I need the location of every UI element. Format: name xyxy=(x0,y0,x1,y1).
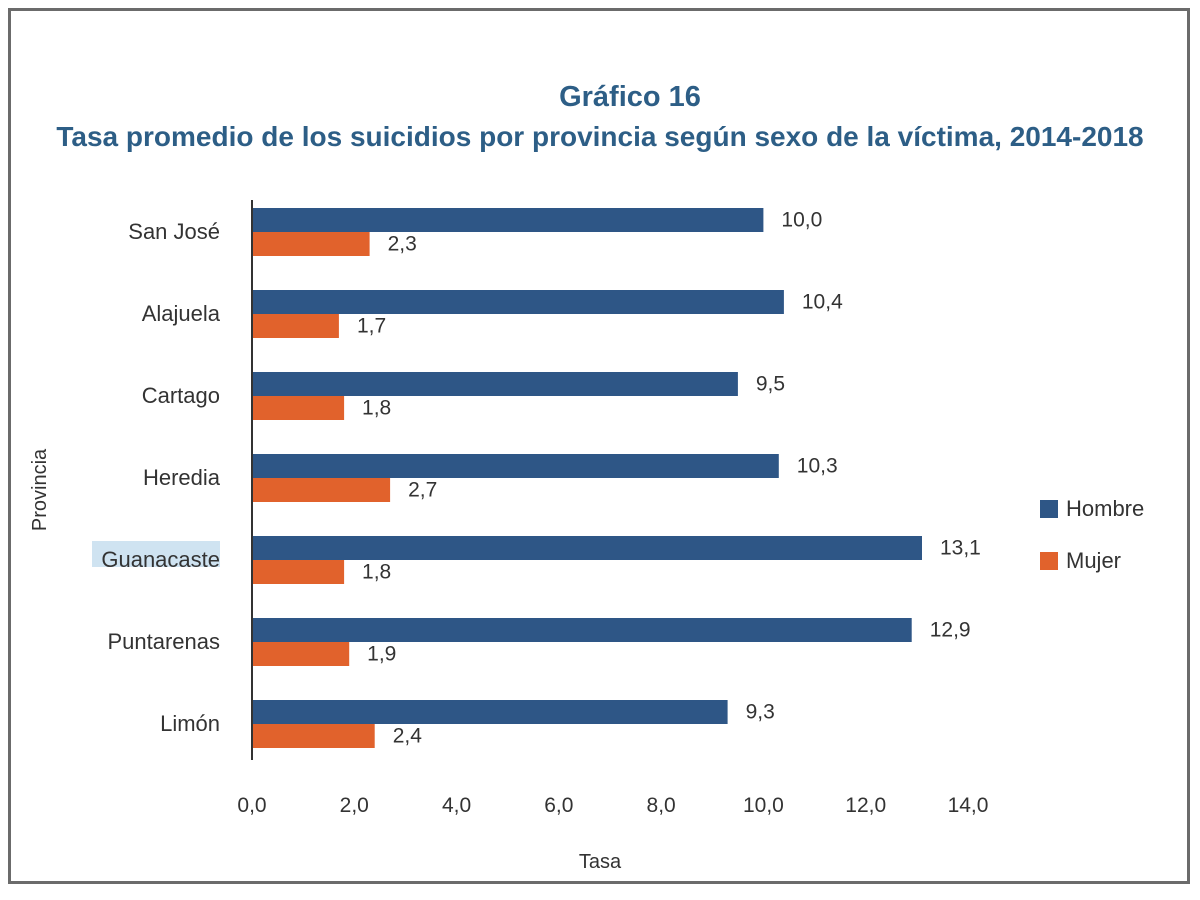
category-label-puntarenas: Puntarenas xyxy=(107,629,220,654)
data-label-hombre-alajuela: 10,4 xyxy=(802,291,843,314)
y-axis-title: Provincia xyxy=(29,448,51,531)
data-label-mujer-guanacaste: 1,8 xyxy=(362,561,391,584)
axis-layer: 0,0 2,0 4,0 6,0 8,0 10,0 12,0 14,0 xyxy=(237,200,988,817)
chart-title: Gráfico 16 xyxy=(559,81,701,113)
data-label-hombre-guanacaste: 13,1 xyxy=(940,537,981,560)
bar-mujer-alajuela xyxy=(252,314,339,338)
data-label-hombre-heredia: 10,3 xyxy=(797,455,838,478)
data-label-mujer-heredia: 2,7 xyxy=(408,479,437,502)
legend-swatch-mujer xyxy=(1040,552,1058,570)
category-label-heredia: Heredia xyxy=(143,465,221,490)
legend-label-mujer: Mujer xyxy=(1066,548,1121,573)
category-highlight xyxy=(92,541,220,567)
data-label-hombre-cartago: 9,5 xyxy=(756,373,785,396)
bar-mujer-cartago xyxy=(252,396,345,420)
data-label-mujer-cartago: 1,8 xyxy=(362,397,391,420)
data-label-hombre-puntarenas: 12,9 xyxy=(930,619,971,642)
x-tick-label: 4,0 xyxy=(442,794,471,817)
data-label-mujer-limon: 2,4 xyxy=(393,725,423,748)
data-label-mujer-puntarenas: 1,9 xyxy=(367,643,396,666)
bar-mujer-limon xyxy=(252,724,375,748)
bar-hombre-alajuela xyxy=(252,290,784,314)
x-tick-label: 8,0 xyxy=(647,794,676,817)
data-label-mujer-alajuela: 1,7 xyxy=(357,315,386,338)
bar-mujer-heredia xyxy=(252,478,391,502)
x-tick-label: 0,0 xyxy=(237,794,266,817)
x-tick-label: 10,0 xyxy=(743,794,784,817)
x-tick-label: 6,0 xyxy=(544,794,573,817)
bar-hombre-puntarenas xyxy=(252,618,912,642)
bar-hombre-guanacaste xyxy=(252,536,922,560)
category-label-limon: Limón xyxy=(160,711,220,736)
bar-hombre-san-jose xyxy=(252,208,764,232)
legend-swatch-hombre xyxy=(1040,500,1058,518)
category-label-alajuela: Alajuela xyxy=(142,301,221,326)
figure-frame xyxy=(8,8,1190,884)
bar-hombre-heredia xyxy=(252,454,779,478)
bars-layer xyxy=(252,208,922,748)
x-tick-label: 14,0 xyxy=(948,794,989,817)
legend-label-hombre: Hombre xyxy=(1066,496,1144,521)
data-label-hombre-limon: 9,3 xyxy=(746,701,775,724)
labels-layer: San José 10,0 2,3 Alajuela 10,4 1,7 Cartago 9,5… xyxy=(92,209,981,748)
x-axis-title: Tasa xyxy=(579,851,622,873)
bar-hombre-limon xyxy=(252,700,728,724)
bar-mujer-san-jose xyxy=(252,232,370,256)
data-label-mujer-san-jose: 2,3 xyxy=(388,233,417,256)
x-tick-label: 12,0 xyxy=(845,794,886,817)
category-label-san-jose: San José xyxy=(128,219,220,244)
x-tick-label: 2,0 xyxy=(340,794,369,817)
category-label-cartago: Cartago xyxy=(142,383,220,408)
legend: Hombre Mujer xyxy=(1040,496,1144,573)
bar-hombre-cartago xyxy=(252,372,738,396)
category-label-guanacaste: Guanacaste xyxy=(101,547,220,572)
chart-subtitle: Tasa promedio de los suicidios por provi… xyxy=(56,121,1143,152)
bar-mujer-guanacaste xyxy=(252,560,345,584)
bar-mujer-puntarenas xyxy=(252,642,350,666)
data-label-hombre-san-jose: 10,0 xyxy=(781,209,822,232)
